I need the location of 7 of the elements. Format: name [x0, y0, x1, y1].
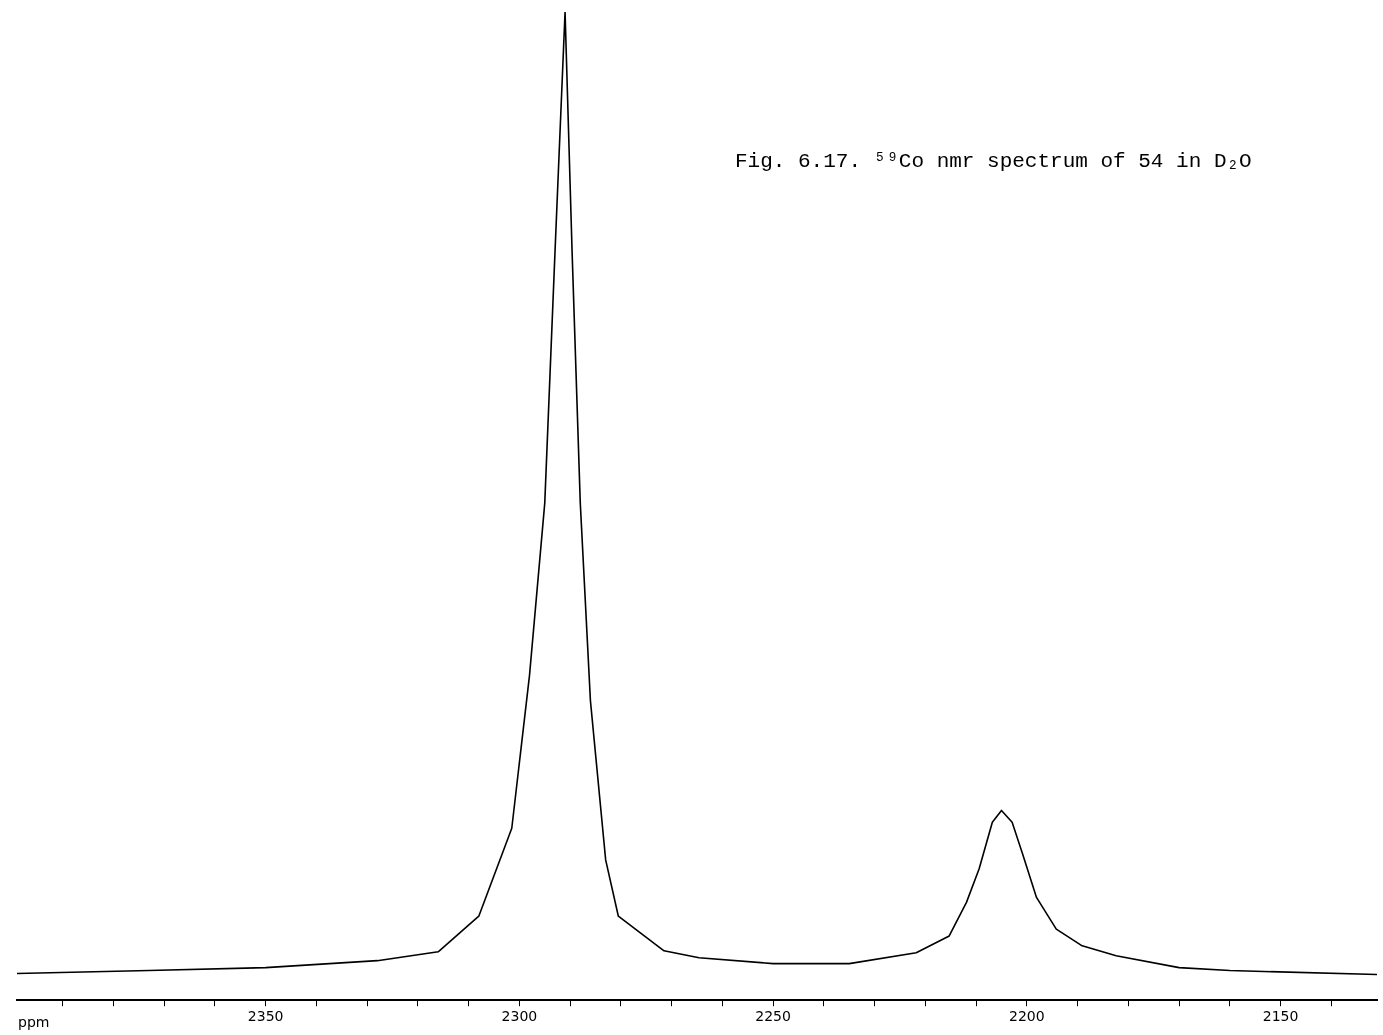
x-tick-label: 2200 [1009, 1008, 1045, 1025]
x-tick-label: 2300 [501, 1008, 538, 1025]
x-tick-label: 2150 [1262, 1008, 1299, 1025]
x-tick-label: 2350 [247, 1008, 284, 1025]
x-tick-label: 2250 [755, 1008, 791, 1025]
x-axis-title: ppm [18, 1014, 50, 1030]
text: Fig. 6.17. ⁵⁹Co nmr spectrum of 54 in D₂O [735, 150, 1252, 173]
